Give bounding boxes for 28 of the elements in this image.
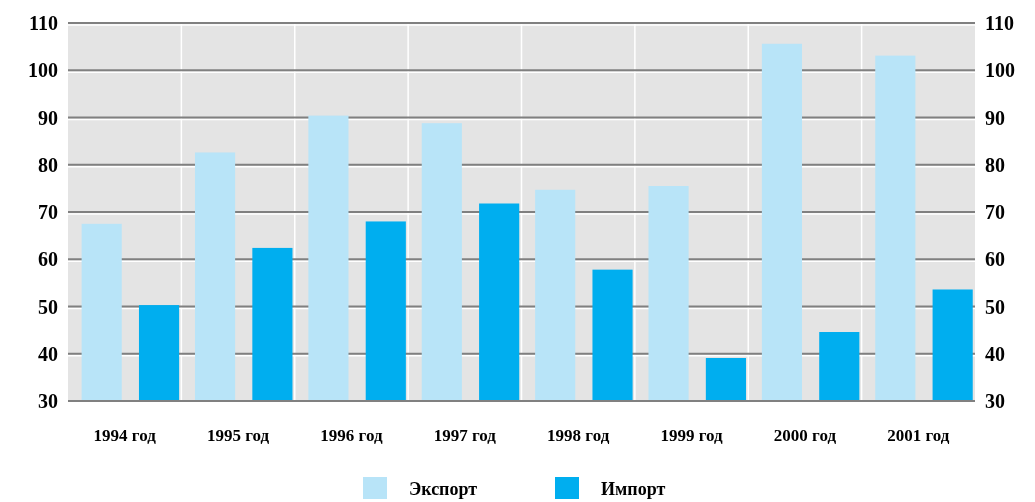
x-tick-label: 2001 год [887,426,950,445]
y2-tick-label: 70 [985,201,1005,223]
y-tick-label: 80 [38,153,58,176]
x-tick-label: 1998 год [547,426,610,445]
y2-tick-label: 30 [985,390,1005,412]
x-tick-label: 1999 год [660,426,724,445]
y2-tick-label: 60 [985,248,1005,271]
y-tick-label: 50 [38,295,58,318]
y2-tick-label: 110 [985,12,1014,34]
x-tick-label: 1994 год [93,426,157,445]
y-tick-label: 110 [29,12,58,34]
y-tick-label: 40 [38,342,58,365]
y2-tick-label: 100 [985,59,1015,82]
x-tick-label: 1995 год [206,426,270,445]
y2-tick-label: 80 [985,153,1005,176]
legend-label: Импорт [601,479,666,499]
y-tick-label: 100 [28,59,58,82]
x-tick-label: 1997 год [433,426,497,445]
y2-tick-label: 50 [985,295,1005,318]
y-tick-label: 90 [38,106,58,129]
y2-tick-label: 40 [985,342,1005,365]
y-tick-label: 60 [38,248,58,271]
legend-label: Экспорт [409,479,478,499]
y-tick-label: 30 [38,390,58,412]
y-tick-label: 70 [38,201,58,223]
y2-tick-label: 90 [985,106,1005,129]
x-tick-label: 2000 год [773,426,837,445]
x-tick-label: 1996 год [320,426,383,445]
